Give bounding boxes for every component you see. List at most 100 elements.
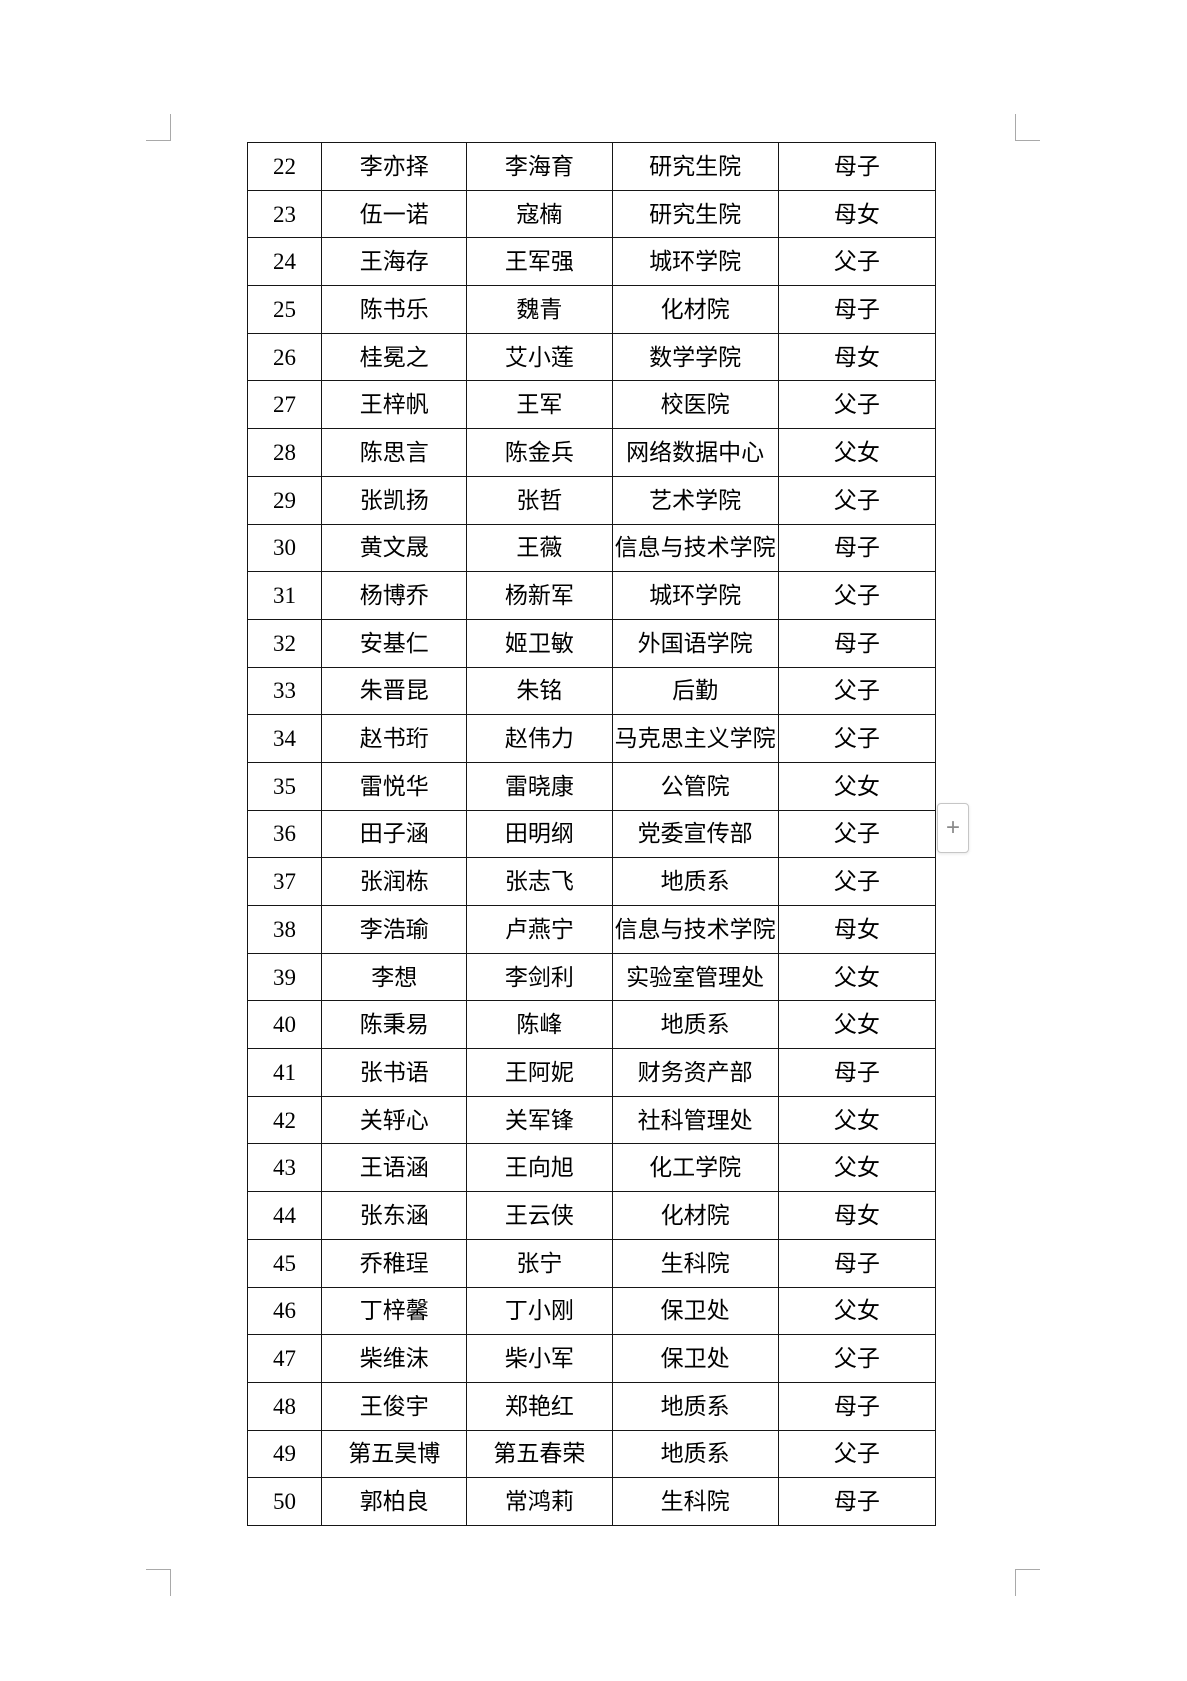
cell-child-name: 黄文晟: [321, 523, 468, 573]
cell-no: 49: [246, 1429, 323, 1479]
cell-no: 27: [246, 380, 323, 430]
cell-child-name: 陈秉易: [321, 1000, 468, 1050]
cell-department: 地质系: [611, 1381, 779, 1431]
cell-parent-name: 李海育: [466, 142, 613, 191]
cell-department: 研究生院: [611, 189, 779, 239]
cell-no: 40: [246, 1000, 323, 1050]
cell-child-name: 张润栋: [321, 857, 468, 906]
cell-child-name: 伍一诺: [321, 189, 468, 239]
cell-parent-name: 常鸿莉: [466, 1477, 613, 1526]
table-row: 33 朱晋昆 朱铭 后勤 父子: [246, 666, 937, 716]
cell-child-name: 王海存: [321, 237, 468, 287]
cell-no: 39: [246, 952, 323, 1002]
cell-relation: 父子: [777, 1334, 937, 1383]
table-row: 35 雷悦华 雷晓康 公管院 父女: [246, 761, 937, 811]
cell-department: 党委宣传部: [611, 809, 779, 859]
table-row: 36 田子涵 田明纲 党委宣传部 父子: [246, 809, 937, 859]
table-row: 23 伍一诺 寇楠 研究生院 母女: [246, 189, 937, 239]
cell-department: 化工学院: [611, 1143, 779, 1193]
table-row: 48 王俊宇 郑艳红 地质系 母子: [246, 1381, 937, 1431]
margin-crop-mark-bottom-right: [1015, 1569, 1040, 1596]
cell-department: 外国语学院: [611, 618, 779, 668]
cell-department: 化材院: [611, 285, 779, 334]
table-row: 42 关轷心 关军锋 社科管理处 父女: [246, 1095, 937, 1145]
cell-relation: 父女: [777, 761, 937, 811]
cell-no: 35: [246, 761, 323, 811]
cell-no: 44: [246, 1191, 323, 1240]
cell-relation: 母女: [777, 1191, 937, 1240]
table-row: 41 张书语 王阿妮 财务资产部 母子: [246, 1048, 937, 1097]
cell-parent-name: 李剑利: [466, 952, 613, 1002]
cell-parent-name: 王云侠: [466, 1191, 613, 1240]
cell-relation: 母子: [777, 285, 937, 334]
plus-icon: +: [945, 814, 960, 841]
cell-relation: 父女: [777, 1286, 937, 1336]
cell-relation: 母子: [777, 142, 937, 191]
cell-department: 信息与技术学院: [611, 905, 779, 954]
cell-no: 45: [246, 1238, 323, 1288]
add-button[interactable]: +: [937, 803, 969, 853]
cell-relation: 父女: [777, 428, 937, 477]
cell-child-name: 李亦择: [321, 142, 468, 191]
cell-parent-name: 关军锋: [466, 1095, 613, 1145]
table-row: 32 安基仁 姬卫敏 外国语学院 母子: [246, 618, 937, 668]
cell-child-name: 朱晋昆: [321, 666, 468, 716]
cell-relation: 母女: [777, 332, 937, 382]
cell-child-name: 张凯扬: [321, 475, 468, 525]
cell-relation: 父子: [777, 475, 937, 525]
cell-department: 保卫处: [611, 1286, 779, 1336]
cell-department: 保卫处: [611, 1334, 779, 1383]
cell-department: 生科院: [611, 1477, 779, 1526]
cell-department: 城环学院: [611, 237, 779, 287]
cell-relation: 父子: [777, 857, 937, 906]
cell-no: 24: [246, 237, 323, 287]
table-row: 47 柴维沫 柴小军 保卫处 父子: [246, 1334, 937, 1383]
cell-child-name: 第五昊博: [321, 1429, 468, 1479]
cell-child-name: 王俊宇: [321, 1381, 468, 1431]
cell-no: 22: [246, 142, 323, 191]
cell-parent-name: 雷晓康: [466, 761, 613, 811]
cell-no: 38: [246, 905, 323, 954]
cell-department: 社科管理处: [611, 1095, 779, 1145]
cell-parent-name: 王阿妮: [466, 1048, 613, 1097]
cell-relation: 母子: [777, 618, 937, 668]
cell-department: 生科院: [611, 1238, 779, 1288]
cell-relation: 母子: [777, 1381, 937, 1431]
cell-department: 校医院: [611, 380, 779, 430]
cell-no: 42: [246, 1095, 323, 1145]
cell-relation: 父子: [777, 1429, 937, 1479]
table-row: 22 李亦择 李海育 研究生院 母子: [246, 142, 937, 191]
cell-relation: 父女: [777, 952, 937, 1002]
cell-child-name: 李浩瑜: [321, 905, 468, 954]
cell-department: 财务资产部: [611, 1048, 779, 1097]
table-row: 46 丁梓馨 丁小刚 保卫处 父女: [246, 1286, 937, 1336]
cell-department: 研究生院: [611, 142, 779, 191]
cell-department: 马克思主义学院: [611, 714, 779, 763]
cell-child-name: 陈思言: [321, 428, 468, 477]
cell-child-name: 张书语: [321, 1048, 468, 1097]
cell-department: 数学学院: [611, 332, 779, 382]
cell-parent-name: 郑艳红: [466, 1381, 613, 1431]
cell-department: 地质系: [611, 857, 779, 906]
cell-parent-name: 张宁: [466, 1238, 613, 1288]
cell-parent-name: 王向旭: [466, 1143, 613, 1193]
table-row: 45 乔稚珵 张宁 生科院 母子: [246, 1238, 937, 1288]
cell-no: 43: [246, 1143, 323, 1193]
cell-relation: 父子: [777, 571, 937, 620]
margin-crop-mark-bottom-left: [146, 1569, 171, 1596]
cell-parent-name: 张志飞: [466, 857, 613, 906]
cell-relation: 父子: [777, 237, 937, 287]
roster-table: 22 李亦择 李海育 研究生院 母子 23 伍一诺 寇楠 研究生院 母女 24 王海存 王军强 城环学院父…: [246, 142, 937, 1526]
cell-child-name: 安基仁: [321, 618, 468, 668]
cell-child-name: 郭柏良: [321, 1477, 468, 1526]
table-row: 31 杨博乔 杨新军 城环学院 父子: [246, 571, 937, 620]
cell-department: 实验室管理处: [611, 952, 779, 1002]
cell-relation: 父子: [777, 809, 937, 859]
cell-no: 47: [246, 1334, 323, 1383]
cell-child-name: 王语涵: [321, 1143, 468, 1193]
table-row: 39 李想 李剑利 实验室管理处 父女: [246, 952, 937, 1002]
cell-relation: 母子: [777, 1477, 937, 1526]
cell-no: 31: [246, 571, 323, 620]
cell-parent-name: 王军: [466, 380, 613, 430]
table-row: 29 张凯扬 张哲 艺术学院 父子: [246, 475, 937, 525]
